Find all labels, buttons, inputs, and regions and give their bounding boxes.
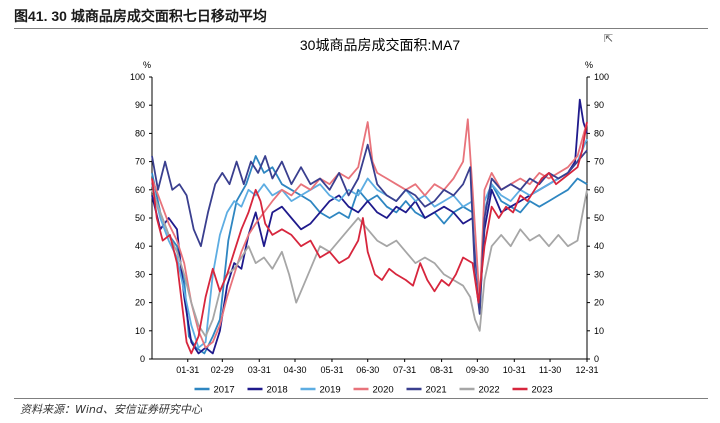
y-tick-label-left: 50 bbox=[135, 213, 145, 223]
y-tick-label-right: 90 bbox=[594, 100, 604, 110]
y-axis-right-unit: % bbox=[585, 60, 593, 70]
x-tick-label: 08-31 bbox=[430, 365, 453, 375]
legend-label-2022: 2022 bbox=[479, 385, 500, 396]
x-tick-label: 12-31 bbox=[575, 365, 598, 375]
legend-label-2018: 2018 bbox=[267, 385, 288, 396]
y-tick-label-left: 60 bbox=[135, 185, 145, 195]
y-tick-label-left: 90 bbox=[135, 100, 145, 110]
y-tick-label-left: 80 bbox=[135, 128, 145, 138]
figure-title: 图41. 30 城商品房成交面积七日移动平均 bbox=[14, 8, 267, 24]
y-tick-label-left: 20 bbox=[135, 298, 145, 308]
legend-label-2017: 2017 bbox=[214, 385, 235, 396]
x-tick-label: 02-29 bbox=[211, 365, 234, 375]
y-tick-label-right: 60 bbox=[594, 185, 604, 195]
y-tick-label-left: 30 bbox=[135, 269, 145, 279]
top-divider bbox=[14, 28, 708, 29]
x-tick-label: 01-31 bbox=[176, 365, 199, 375]
series-line-2017 bbox=[151, 155, 588, 355]
y-tick-label-right: 0 bbox=[594, 354, 599, 364]
legend-label-2021: 2021 bbox=[426, 385, 447, 396]
y-tick-label-right: 80 bbox=[594, 128, 604, 138]
series-line-2019 bbox=[151, 138, 588, 349]
legend-label-2019: 2019 bbox=[320, 385, 341, 396]
y-tick-label-left: 100 bbox=[130, 72, 145, 82]
y-tick-label-left: 40 bbox=[135, 241, 145, 251]
series-line-2018 bbox=[151, 98, 588, 355]
x-tick-label: 04-30 bbox=[283, 365, 306, 375]
legend-label-2020: 2020 bbox=[373, 385, 394, 396]
y-tick-label-right: 100 bbox=[594, 72, 609, 82]
y-tick-label-right: 40 bbox=[594, 241, 604, 251]
source-note: 资料来源：Wind、安信证券研究中心 bbox=[20, 403, 202, 416]
series-line-2021 bbox=[151, 143, 588, 315]
bottom-divider bbox=[14, 398, 708, 399]
series-line-2023 bbox=[151, 121, 588, 355]
y-tick-label-right: 50 bbox=[594, 213, 604, 223]
x-tick-label: 07-31 bbox=[393, 365, 416, 375]
x-tick-label: 10-31 bbox=[503, 365, 526, 375]
x-tick-label: 05-31 bbox=[320, 365, 343, 375]
x-tick-label: 09-30 bbox=[466, 365, 489, 375]
x-tick-label: 11-30 bbox=[539, 365, 561, 375]
x-tick-label: 03-31 bbox=[248, 365, 271, 375]
y-tick-label-left: 0 bbox=[140, 354, 145, 364]
y-tick-label-right: 30 bbox=[594, 269, 604, 279]
external-link-icon[interactable]: ⇱ bbox=[604, 33, 614, 45]
series-line-2022 bbox=[151, 189, 588, 338]
y-tick-label-right: 20 bbox=[594, 298, 604, 308]
y-tick-label-right: 70 bbox=[594, 157, 604, 167]
chart-title: 30城商品房成交面积:MA7 bbox=[300, 37, 460, 53]
y-tick-label-right: 10 bbox=[594, 326, 604, 336]
y-tick-label-left: 10 bbox=[135, 326, 145, 336]
legend-label-2023: 2023 bbox=[532, 385, 553, 396]
y-axis-left-unit: % bbox=[143, 60, 151, 70]
x-tick-label: 06-30 bbox=[356, 365, 379, 375]
y-tick-label-left: 70 bbox=[135, 157, 145, 167]
